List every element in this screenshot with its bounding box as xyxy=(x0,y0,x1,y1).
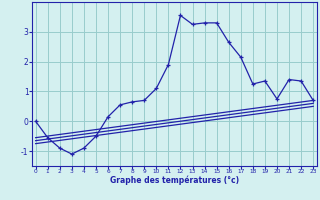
X-axis label: Graphe des températures (°c): Graphe des températures (°c) xyxy=(110,176,239,185)
